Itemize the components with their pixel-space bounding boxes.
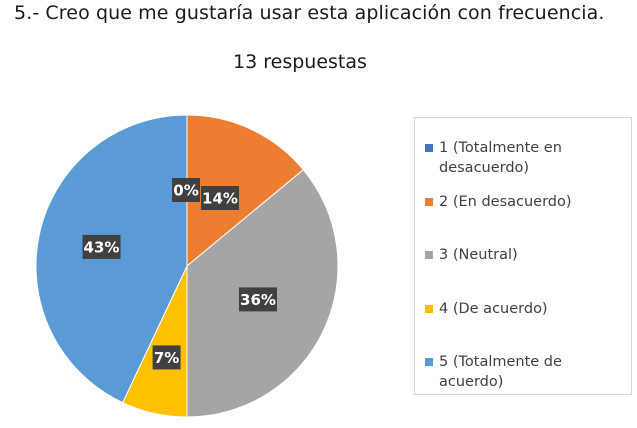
legend-label-2: 2 (En desacuerdo) [439,192,572,212]
legend-label-3: 3 (Neutral) [439,245,518,265]
data-label-5: 43% [83,235,121,259]
data-label-1: 0% [172,178,200,202]
legend-label-4: 4 (De acuerdo) [439,299,548,319]
data-label-4: 7% [153,345,181,369]
data-label-text-3: 36% [240,291,276,309]
data-label-text-5: 43% [84,238,120,256]
legend-label-1b: desacuerdo) [439,160,529,176]
legend-swatch-5 [425,358,433,366]
data-label-text-2: 14% [202,190,238,208]
legend-swatch-3 [425,251,433,259]
legend-item-3: 3 (Neutral) [425,245,627,265]
data-label-3: 36% [239,287,277,311]
chart-legend: 1 (Totalmente en desacuerdo) 2 (En desac… [414,117,632,395]
legend-swatch-4 [425,305,433,313]
legend-item-4: 4 (De acuerdo) [425,299,627,319]
legend-item-1: 1 (Totalmente en desacuerdo) [425,138,627,178]
legend-swatch-1 [425,144,433,152]
legend-label-5: 5 (Totalmente de acuerdo) [439,352,627,392]
legend-label-1a: 1 (Totalmente en [439,140,562,156]
data-label-text-1: 0% [173,182,198,200]
legend-item-5: 5 (Totalmente de acuerdo) [425,352,627,392]
legend-swatch-2 [425,198,433,206]
data-label-text-4: 7% [154,349,179,367]
legend-item-2: 2 (En desacuerdo) [425,192,627,212]
data-label-2: 14% [201,186,239,210]
